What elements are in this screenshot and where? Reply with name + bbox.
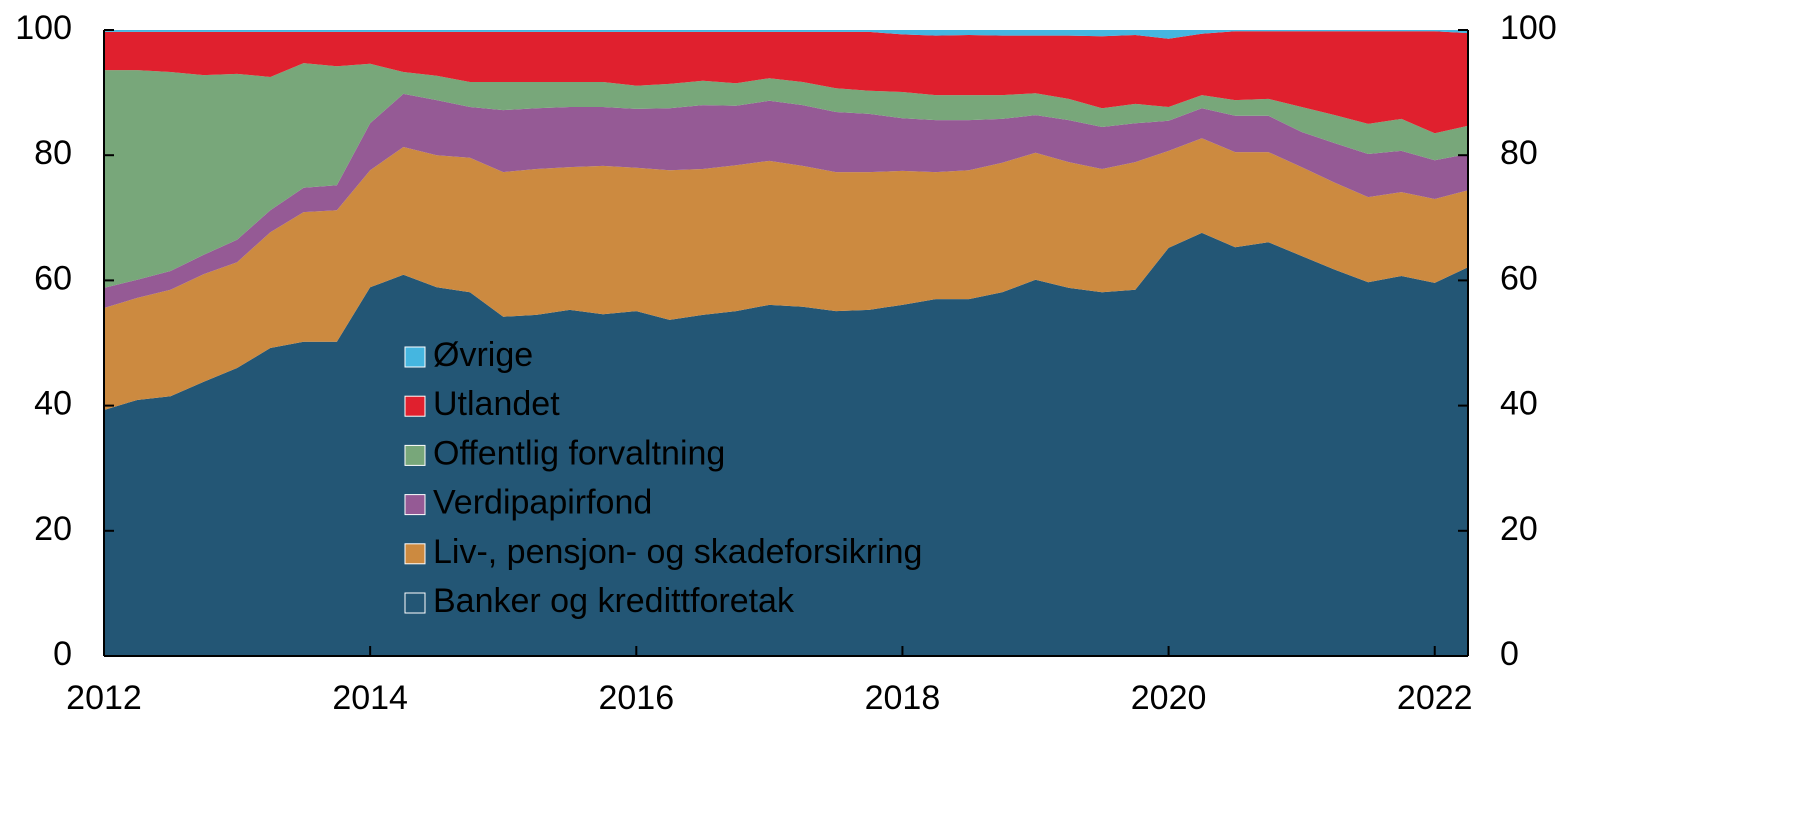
legend-label: Utlandet [433, 385, 560, 423]
area [104, 232, 1468, 656]
y2-tick-label: 80 [1500, 134, 1538, 172]
area [104, 93, 1468, 308]
legend-swatch [404, 592, 426, 614]
legend-label: Offentlig forvaltning [433, 434, 725, 472]
legend-swatch [404, 395, 426, 417]
x-tick-label: 2020 [1131, 679, 1207, 717]
legend-swatch [404, 494, 426, 516]
y-tick-label: 40 [34, 385, 72, 423]
x-tick-label: 2022 [1397, 679, 1473, 717]
legend-label: Banker og kredittforetak [433, 582, 795, 620]
x-tick-label: 2012 [66, 679, 142, 717]
y-tick-label: 20 [34, 510, 72, 548]
y2-tick-label: 60 [1500, 259, 1538, 297]
y-tick-label: 80 [34, 134, 72, 172]
y2-tick-label: 40 [1500, 385, 1538, 423]
area [104, 30, 1468, 39]
x-tick-label: 2014 [332, 679, 408, 717]
legend-label: Verdipapirfond [433, 484, 652, 522]
y2-tick-label: 0 [1500, 635, 1519, 673]
legend-swatch [404, 543, 426, 565]
legend-swatch [404, 346, 426, 368]
y2-tick-label: 100 [1500, 9, 1557, 47]
y2-tick-label: 20 [1500, 510, 1538, 548]
legend-swatch [404, 444, 426, 466]
area [104, 31, 1468, 134]
area [104, 138, 1468, 410]
x-tick-label: 2016 [598, 679, 674, 717]
x-tick-label: 2018 [865, 679, 941, 717]
y-tick-label: 60 [34, 259, 72, 297]
legend-label: Øvrige [433, 336, 533, 374]
y-tick-label: 100 [15, 9, 72, 47]
legend-label: Liv-, pensjon- og skadeforsikring [433, 533, 922, 571]
y-tick-label: 0 [53, 635, 72, 673]
area [104, 63, 1468, 288]
